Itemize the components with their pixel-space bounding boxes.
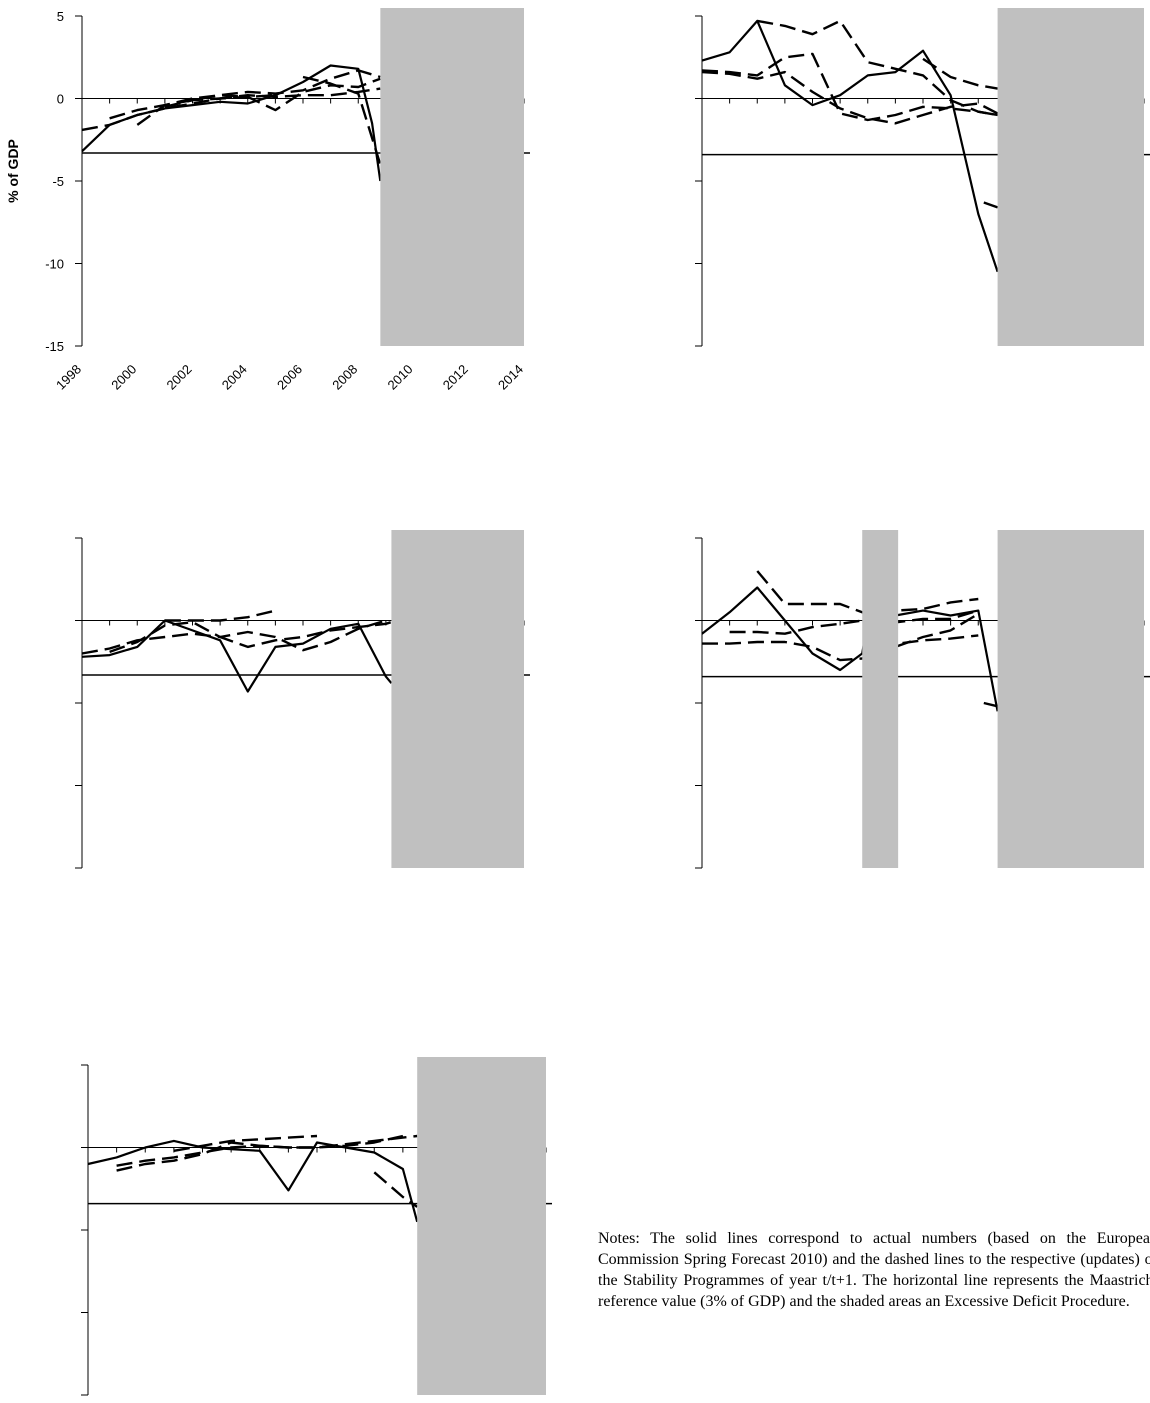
actual-series-line-1 <box>81 619 393 693</box>
programme-series-line-2 <box>81 620 392 655</box>
actual-series-line-1 <box>87 1139 419 1223</box>
programme-series-line-6 <box>983 701 998 708</box>
programme-series-line-3 <box>109 619 387 654</box>
programme-series-line-6 <box>302 75 382 165</box>
excessive-deficit-procedure-shade <box>997 530 1144 868</box>
x-tick-label: 2014 <box>495 362 526 393</box>
programme-series-line-4 <box>136 77 381 126</box>
x-tick-label: 2012 <box>440 362 471 393</box>
programme-series-line-2 <box>81 87 381 132</box>
excessive-deficit-procedure-shade <box>380 8 524 346</box>
programme-series-line-5 <box>373 1171 418 1208</box>
chart-panel-1: 5 0 -5 -10 -15 1998 2000 2002 2004 2006 2008 2010 20… <box>5 8 530 393</box>
excessive-deficit-procedure-shade <box>391 530 524 868</box>
programme-series-line-6 <box>983 201 999 209</box>
chart-panel-2 <box>695 8 1150 347</box>
actual-series-line-1 <box>81 64 382 182</box>
x-tick-label: 2004 <box>219 362 250 393</box>
excessive-deficit-procedure-shade <box>417 1057 546 1395</box>
y-tick-label: -10 <box>45 257 64 272</box>
chart-panel-3 <box>75 530 530 869</box>
actual-series-line-1 <box>701 586 999 712</box>
x-tick-label: 2010 <box>385 362 416 393</box>
programme-series-line-3 <box>701 52 998 122</box>
chart-panel-5 <box>81 1057 552 1396</box>
programme-series-line-5 <box>164 94 276 108</box>
x-tick-label: 1998 <box>53 362 84 393</box>
programme-series-line-2 <box>757 19 998 117</box>
programme-series-line-4 <box>116 1134 404 1172</box>
programme-series-line-5 <box>922 57 998 90</box>
programme-series-line-4 <box>701 70 999 125</box>
y-tick-label: -15 <box>45 339 64 354</box>
excessive-deficit-procedure-shade <box>997 8 1144 346</box>
programme-series-line-4 <box>164 609 276 622</box>
actual-series-line-1 <box>701 19 999 273</box>
x-tick-label: 2000 <box>108 362 139 393</box>
y-tick-label: 0 <box>57 92 64 107</box>
x-tick-label: 2006 <box>274 362 305 393</box>
excessive-deficit-procedure-shade <box>862 530 899 868</box>
x-tick-label: 2002 <box>164 362 195 393</box>
chart-notes: Notes: The solid lines correspond to act… <box>598 1230 1150 1310</box>
programme-series-line-3 <box>109 69 381 120</box>
y-tick-label: -5 <box>52 174 64 189</box>
chart-panel-4 <box>695 530 1150 869</box>
y-axis-title: % of GDP <box>5 139 21 203</box>
programme-series-line-3 <box>729 609 979 635</box>
x-tick-label: 2008 <box>329 362 360 393</box>
y-tick-label: 5 <box>57 9 64 24</box>
programme-series-line-4 <box>702 634 979 662</box>
programme-series-line-3 <box>173 1134 318 1152</box>
